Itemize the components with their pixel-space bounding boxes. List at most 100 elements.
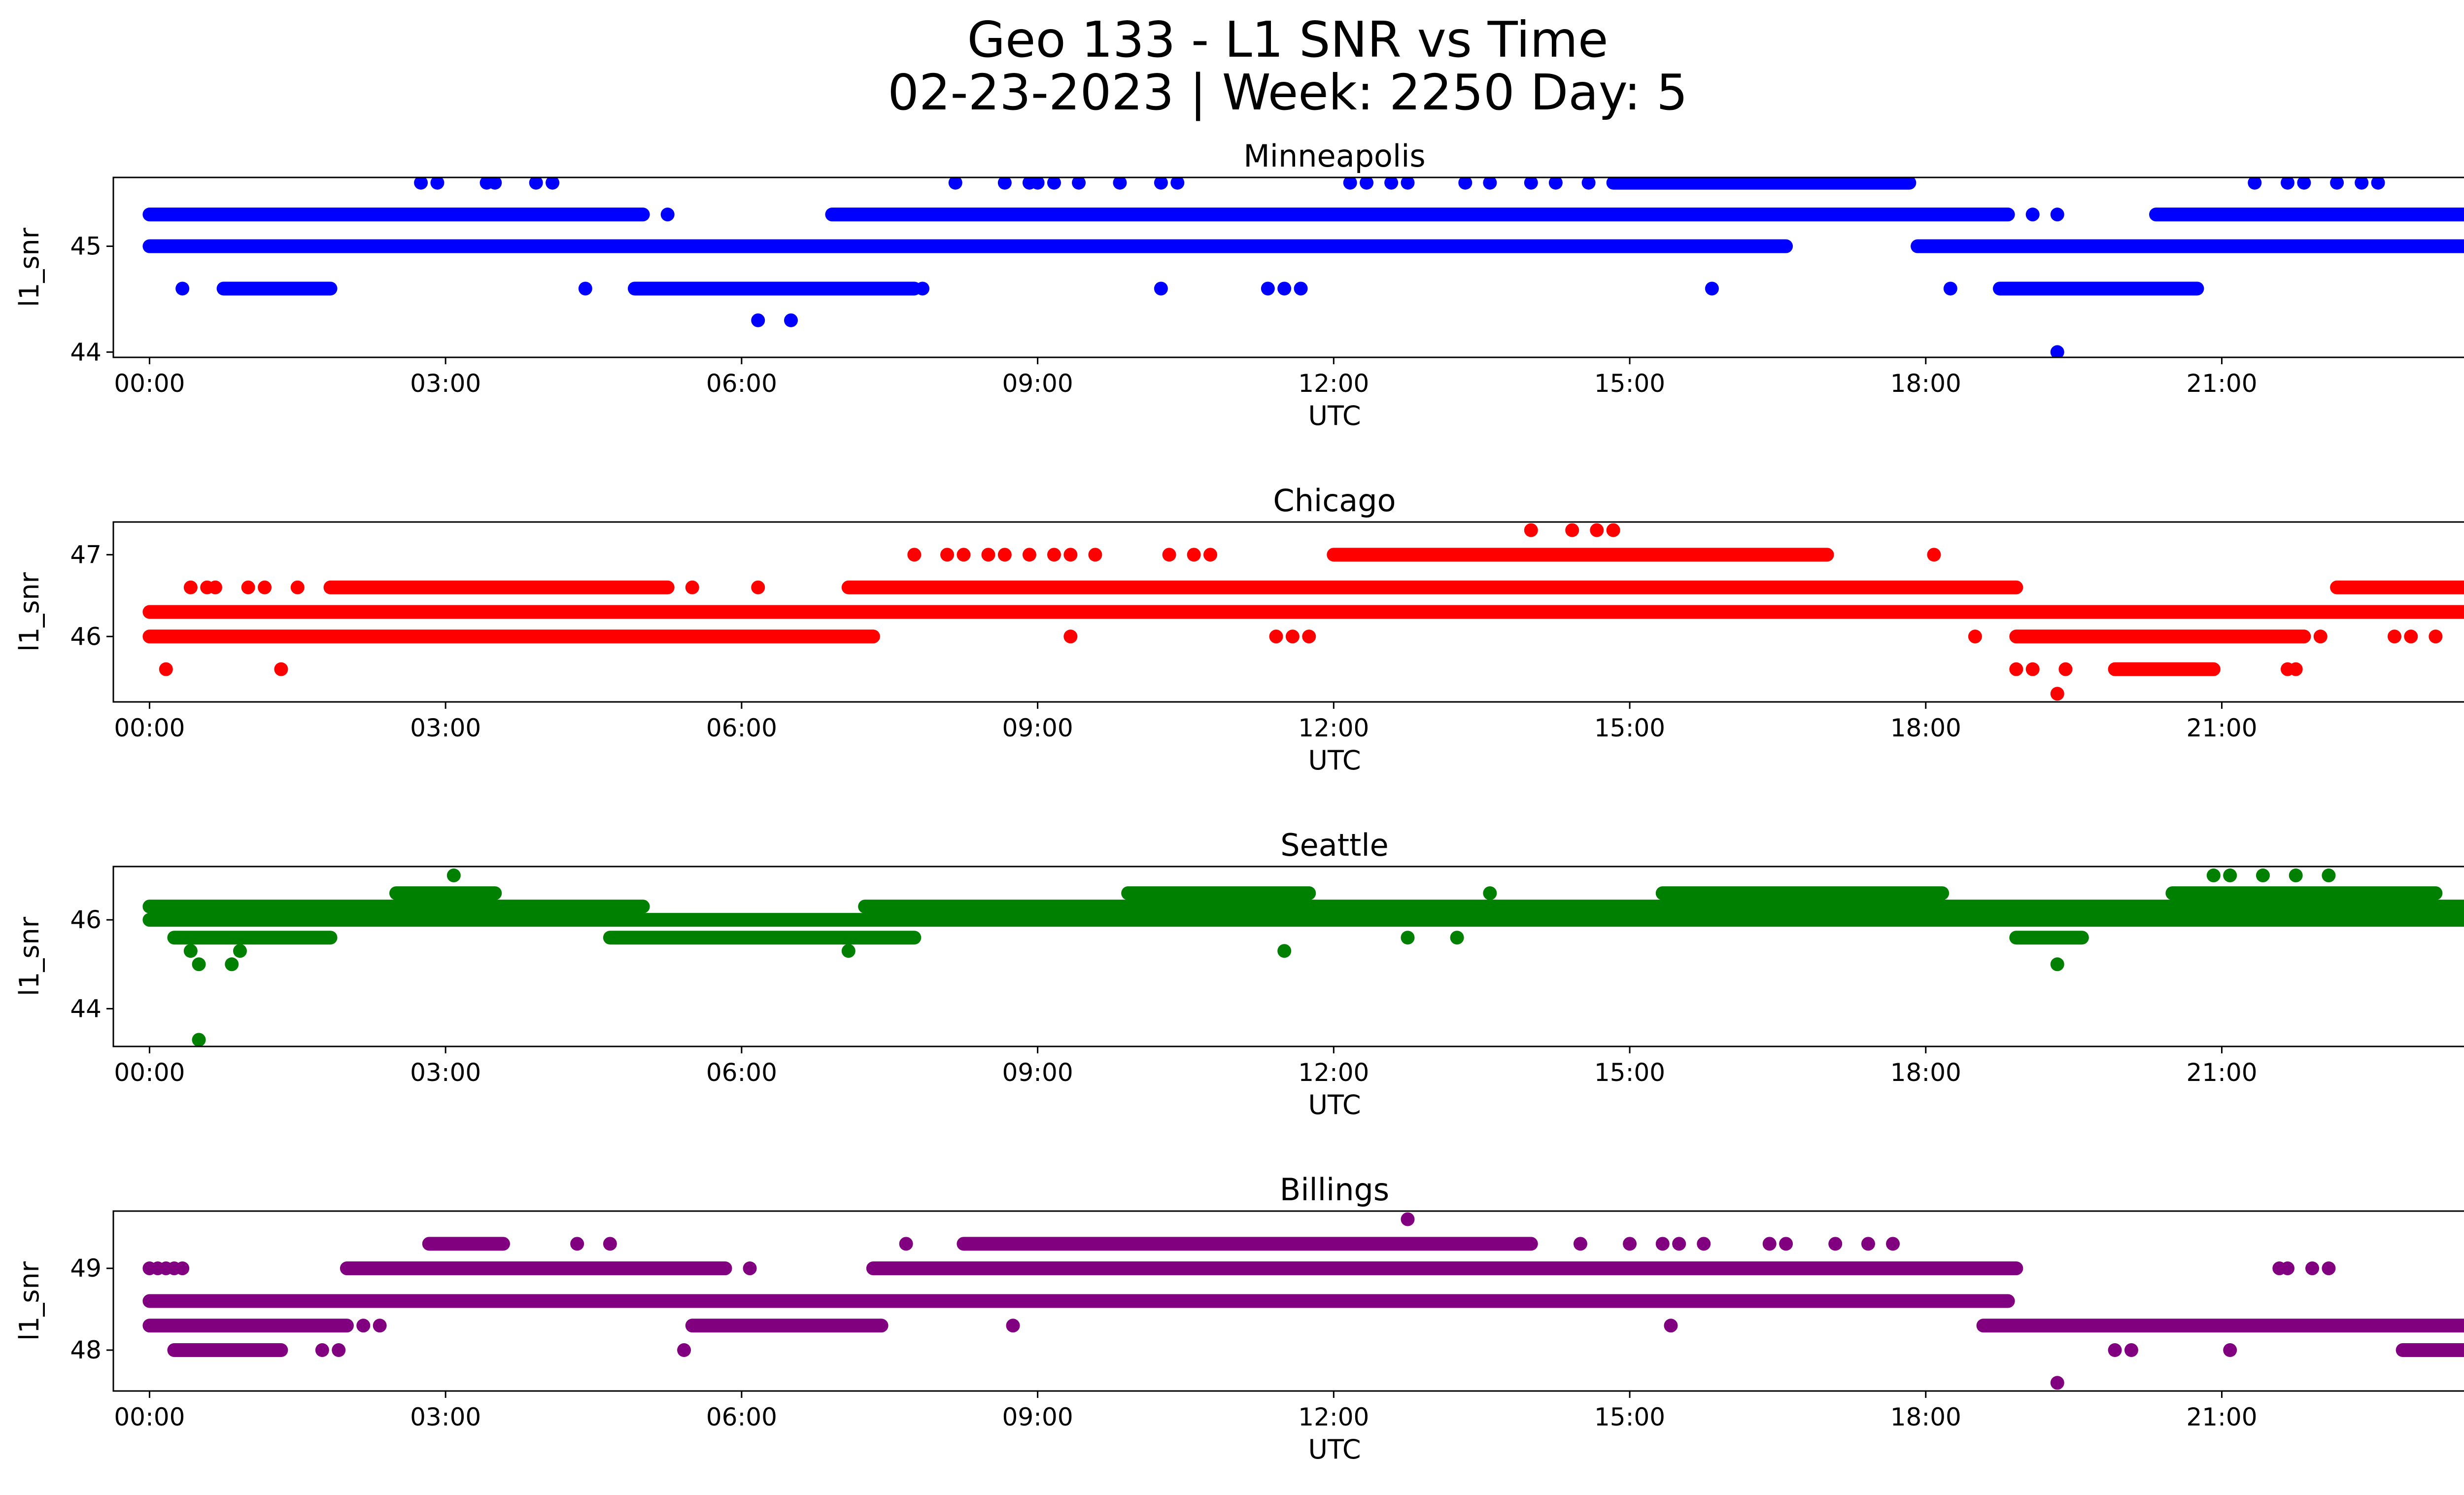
x-tick-label-billings-3: 09:00 [1002, 1403, 1073, 1431]
point-seattle-13 [2223, 869, 2237, 883]
point-minneapolis-36 [2025, 208, 2040, 222]
x-tick-label-seattle-0: 00:00 [114, 1058, 185, 1087]
point-run-billings-1-0 [340, 1261, 732, 1276]
point-minneapolis-31 [1524, 177, 1538, 190]
point-minneapolis-42 [2330, 177, 2344, 190]
point-chicago-11 [940, 548, 955, 562]
x-tick-label-seattle-6: 18:00 [1890, 1058, 1961, 1087]
point-billings-38 [2223, 1343, 2237, 1357]
point-chicago-3 [208, 580, 222, 594]
point-seattle-10 [1483, 886, 1497, 901]
point-billings-40 [2281, 1261, 2295, 1276]
point-run-minneapolis-2-0 [1606, 177, 1916, 190]
point-run-chicago-1-1 [2009, 629, 2311, 644]
point-chicago-15 [1022, 548, 1036, 562]
x-tick-label-billings-4: 12:00 [1298, 1403, 1369, 1431]
x-axis-label-minneapolis: UTC [1308, 400, 1361, 431]
point-minneapolis-34 [1705, 281, 1719, 296]
point-minneapolis-1 [414, 177, 428, 190]
point-billings-41 [2305, 1261, 2320, 1276]
point-seattle-0 [183, 944, 198, 958]
point-billings-20 [1417, 1294, 1431, 1308]
point-minneapolis-21 [1154, 281, 1168, 296]
point-run-billings-2-0 [142, 1319, 354, 1333]
point-chicago-14 [997, 548, 1012, 562]
point-billings-26 [1655, 1237, 1670, 1251]
point-minneapolis-19 [1154, 177, 1168, 190]
y-tick-label-billings-0: 48 [70, 1336, 102, 1364]
point-seattle-5 [446, 869, 461, 883]
series-billings [142, 1212, 2464, 1390]
y-tick-label-chicago-0: 46 [70, 622, 102, 651]
x-axis-label-seattle: UTC [1308, 1089, 1361, 1120]
point-run-seattle-3-2 [1655, 886, 1950, 901]
point-billings-11 [677, 1343, 691, 1357]
point-minneapolis-17 [1072, 177, 1086, 190]
x-tick-label-seattle-2: 06:00 [706, 1058, 777, 1087]
x-tick-label-chicago-5: 15:00 [1594, 714, 1665, 742]
point-billings-14 [1006, 1319, 1020, 1333]
point-billings-32 [1828, 1237, 1843, 1251]
point-billings-15 [1154, 1294, 1168, 1308]
point-minneapolis-18 [1113, 177, 1127, 190]
point-run-billings-1-1 [866, 1261, 2023, 1276]
point-minneapolis-11 [915, 281, 929, 296]
point-billings-21 [1450, 1294, 1464, 1308]
x-axis-label-chicago: UTC [1308, 745, 1361, 776]
x-tick-label-minneapolis-3: 09:00 [1002, 369, 1073, 398]
axes-frame-billings [112, 1210, 2464, 1392]
point-seattle-2 [192, 1033, 206, 1046]
point-run-billings-4-1 [957, 1237, 1538, 1251]
y-axis-label-billings: l1_snr [14, 1261, 45, 1341]
panel-title-chicago: Chicago [1273, 483, 1396, 519]
point-minneapolis-44 [2371, 177, 2385, 190]
point-seattle-4 [233, 944, 247, 958]
point-seattle-15 [2289, 869, 2303, 883]
point-minneapolis-29 [1458, 177, 1472, 190]
x-tick-label-minneapolis-5: 15:00 [1594, 369, 1665, 398]
x-tick-label-minneapolis-7: 21:00 [2186, 369, 2257, 398]
point-chicago-21 [1187, 548, 1201, 562]
point-chicago-30 [1565, 605, 1579, 619]
point-billings-42 [2322, 1261, 2336, 1276]
point-seattle-14 [2256, 869, 2270, 883]
point-minneapolis-6 [546, 177, 560, 190]
point-run-minneapolis-1-1 [825, 208, 2015, 222]
point-minneapolis-20 [1170, 177, 1185, 190]
point-billings-25 [1623, 1237, 1637, 1251]
point-run-seattle-2-2 [2009, 931, 2089, 945]
point-chicago-10 [907, 548, 922, 562]
point-minneapolis-8 [660, 208, 675, 222]
point-run-chicago-2-1 [841, 580, 2023, 594]
point-chicago-42 [2429, 629, 2443, 644]
point-chicago-4 [241, 580, 255, 594]
y-tick-label-minneapolis-0: 44 [70, 338, 102, 366]
point-minneapolis-2 [430, 177, 445, 190]
x-tick-label-seattle-5: 15:00 [1594, 1058, 1665, 1087]
point-billings-5 [356, 1319, 371, 1333]
point-seattle-1 [192, 957, 206, 972]
x-tick-label-seattle-4: 12:00 [1298, 1058, 1369, 1087]
point-billings-28 [1664, 1319, 1678, 1333]
point-run-minneapolis-3-2 [1992, 281, 2204, 296]
point-minneapolis-25 [1343, 177, 1357, 190]
point-run-seattle-3-0 [389, 886, 502, 901]
point-chicago-36 [2058, 662, 2073, 676]
point-billings-10 [603, 1237, 617, 1251]
x-tick-label-seattle-1: 03:00 [410, 1058, 481, 1087]
point-seattle-12 [2206, 869, 2221, 883]
point-billings-34 [1886, 1237, 1900, 1251]
point-seattle-11 [2050, 957, 2064, 972]
point-run-minneapolis-0-1 [1911, 239, 2464, 253]
point-billings-24 [1573, 1237, 1587, 1251]
point-run-billings-3-0 [167, 1343, 288, 1357]
axes-frame-minneapolis [112, 176, 2464, 358]
x-tick-label-chicago-2: 06:00 [706, 714, 777, 742]
point-minneapolis-7 [578, 281, 592, 296]
point-run-seattle-3-3 [2165, 886, 2443, 901]
panel-seattle: Seattle 00:00 03:00 06:00 09:00 12:00 15:00 18:… [14, 827, 2464, 1120]
point-run-seattle-1-0 [142, 900, 650, 914]
y-axis-label-seattle: l1_snr [14, 916, 45, 996]
point-run-minneapolis-3-1 [627, 281, 922, 296]
y-axis-label-chicago: l1_snr [14, 572, 45, 652]
